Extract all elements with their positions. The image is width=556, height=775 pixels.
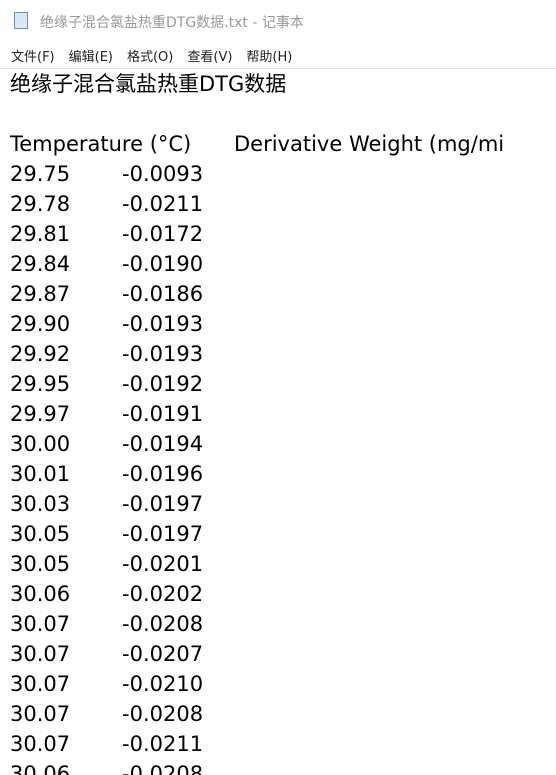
data-row: 29.81 -0.0172 <box>10 219 310 249</box>
temperature: 30.05 <box>10 522 71 546</box>
document-heading: 绝缘子混合氯盐热重DTG数据 <box>10 72 287 96</box>
data-row: 29.84 -0.0190 <box>10 249 310 279</box>
data-row: 29.92 -0.0193 <box>10 339 310 369</box>
derivative-weight: -0.0190 <box>122 252 204 276</box>
derivative-weight: -0.0211 <box>122 192 204 216</box>
temperature: 30.06 <box>10 582 71 606</box>
column-header: Temperature (°C) <box>10 132 192 156</box>
data-row: 29.95 -0.0192 <box>10 369 310 399</box>
data-row: 30.06 -0.0202 <box>10 579 310 609</box>
menu-item[interactable]: 查看(V) <box>187 50 233 65</box>
derivative-weight: -0.0186 <box>122 282 204 306</box>
data-row: 30.07 -0.0208 <box>10 699 310 729</box>
data-row: 29.78 -0.0211 <box>10 189 310 219</box>
temperature: 30.03 <box>10 492 71 516</box>
column-header-row: Temperature (°C) Derivative Weight (mg/mi <box>10 129 550 159</box>
data-row: 29.90 -0.0193 <box>10 309 310 339</box>
derivative-weight: -0.0211 <box>122 732 204 756</box>
app-icon <box>14 12 28 29</box>
text-area[interactable]: 绝缘子混合氯盐热重DTG数据 Temperature (°C) Derivativ… <box>0 68 556 775</box>
temperature: 30.07 <box>10 702 71 726</box>
menu-bar: 文件(F) 编辑(E) 格式(O) 查看(V) 帮助(H) <box>0 40 556 68</box>
derivative-weight: -0.0192 <box>122 372 204 396</box>
temperature: 29.75 <box>10 162 71 186</box>
derivative-weight: -0.0202 <box>122 582 204 606</box>
derivative-weight: -0.0197 <box>122 492 204 516</box>
derivative-weight: -0.0196 <box>122 462 204 486</box>
column-header: Derivative Weight (mg/mi <box>234 132 505 156</box>
data-row: 30.00 -0.0194 <box>10 429 310 459</box>
derivative-weight: -0.0193 <box>122 342 204 366</box>
derivative-weight: -0.0172 <box>122 222 204 246</box>
data-row: 30.03 -0.0197 <box>10 489 310 519</box>
data-row: 30.06 -0.0208 <box>10 759 310 775</box>
derivative-weight: -0.0191 <box>122 402 204 426</box>
menu-item[interactable]: 帮助(H) <box>246 50 293 65</box>
temperature: 30.00 <box>10 432 71 456</box>
data-row: 29.75 -0.0093 <box>10 159 310 189</box>
derivative-weight: -0.0210 <box>122 672 204 696</box>
temperature: 30.06 <box>10 762 71 775</box>
menu-item[interactable]: 编辑(E) <box>68 50 113 65</box>
temperature: 29.81 <box>10 222 71 246</box>
temperature: 29.78 <box>10 192 71 216</box>
menu-item[interactable]: 格式(O) <box>126 50 174 65</box>
menu-item[interactable]: 文件(F) <box>11 50 55 65</box>
temperature: 30.05 <box>10 552 71 576</box>
temperature: 29.95 <box>10 372 71 396</box>
data-row: 29.87 -0.0186 <box>10 279 310 309</box>
temperature: 30.07 <box>10 612 71 636</box>
derivative-weight: -0.0093 <box>122 162 204 186</box>
data-row: 30.05 -0.0201 <box>10 549 310 579</box>
window-title: 绝缘子混合氯盐热重DTG数据.txt - 记事本 <box>40 15 304 31</box>
data-row: 30.07 -0.0207 <box>10 639 310 669</box>
data-row: 30.07 -0.0208 <box>10 609 310 639</box>
data-row: 29.97 -0.0191 <box>10 399 310 429</box>
data-row: 30.01 -0.0196 <box>10 459 310 489</box>
derivative-weight: -0.0194 <box>122 432 204 456</box>
data-row: 30.07 -0.0210 <box>10 669 310 699</box>
temperature: 29.87 <box>10 282 71 306</box>
derivative-weight: -0.0207 <box>122 642 204 666</box>
derivative-weight: -0.0208 <box>122 762 204 775</box>
temperature: 29.92 <box>10 342 71 366</box>
temperature: 29.97 <box>10 402 71 426</box>
title-bar: 绝缘子混合氯盐热重DTG数据.txt - 记事本 <box>0 0 556 40</box>
temperature: 29.90 <box>10 312 71 336</box>
data-row: 30.07 -0.0211 <box>10 729 310 759</box>
derivative-weight: -0.0208 <box>122 612 204 636</box>
temperature: 30.07 <box>10 672 71 696</box>
derivative-weight: -0.0208 <box>122 702 204 726</box>
temperature: 30.07 <box>10 732 71 756</box>
temperature: 29.84 <box>10 252 71 276</box>
temperature: 30.07 <box>10 642 71 666</box>
derivative-weight: -0.0197 <box>122 522 204 546</box>
temperature: 30.01 <box>10 462 71 486</box>
derivative-weight: -0.0193 <box>122 312 204 336</box>
data-row: 30.05 -0.0197 <box>10 519 310 549</box>
derivative-weight: -0.0201 <box>122 552 204 576</box>
